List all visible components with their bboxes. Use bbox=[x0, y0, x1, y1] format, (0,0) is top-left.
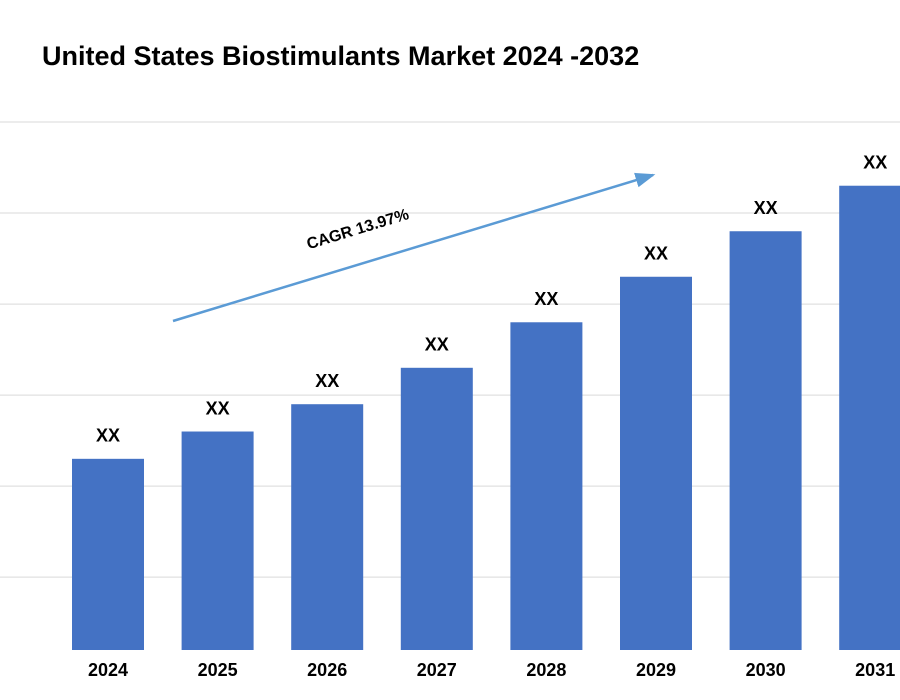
bar bbox=[181, 431, 254, 650]
x-tick-label: 2027 bbox=[417, 660, 457, 680]
bar bbox=[400, 367, 473, 650]
value-label: XX bbox=[425, 335, 449, 355]
value-label: XX bbox=[206, 398, 230, 418]
x-tick-label: 2031 bbox=[855, 660, 895, 680]
bar bbox=[620, 276, 692, 650]
bar bbox=[510, 322, 583, 650]
value-label: XX bbox=[96, 426, 120, 446]
value-label: XX bbox=[315, 371, 339, 391]
x-tick-label: 2029 bbox=[636, 660, 676, 680]
bar bbox=[291, 404, 364, 650]
x-tick-label: 2028 bbox=[526, 660, 566, 680]
trend-arrow bbox=[172, 172, 656, 323]
bar bbox=[729, 231, 802, 650]
x-tick-label: 2025 bbox=[198, 660, 238, 680]
x-tick-label: 2030 bbox=[746, 660, 786, 680]
value-label: XX bbox=[754, 198, 778, 218]
x-tick-label: 2024 bbox=[88, 660, 128, 680]
value-label: XX bbox=[534, 289, 558, 309]
value-label: XX bbox=[644, 244, 668, 264]
x-tick-label: 2026 bbox=[307, 660, 347, 680]
chart-title: United States Biostimulants Market 2024 … bbox=[42, 41, 639, 71]
bar bbox=[72, 458, 144, 650]
bar bbox=[839, 185, 900, 651]
value-label: XX bbox=[863, 152, 887, 172]
